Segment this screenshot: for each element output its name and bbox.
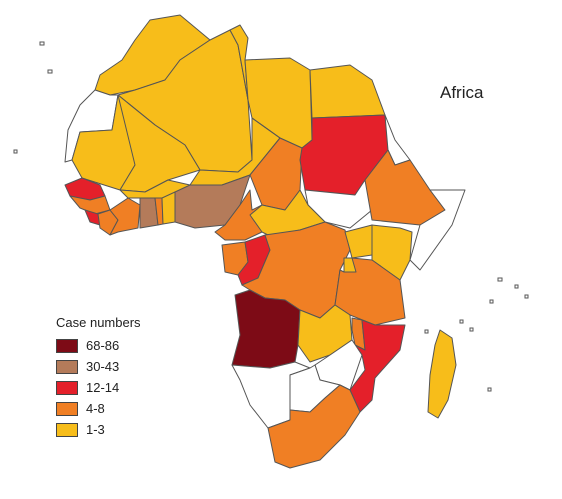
island-outline: [489, 299, 494, 304]
legend-item: 12-14: [56, 377, 141, 398]
island-outline: [424, 329, 429, 334]
legend-item: 30-43: [56, 356, 141, 377]
legend-swatch: [56, 401, 78, 416]
region-somalia: [409, 189, 466, 271]
legend-item: 4-8: [56, 398, 141, 419]
legend: Case numbers 68-86 30-43 12-14 4-8 1-3: [56, 315, 141, 440]
region-morocco: [94, 14, 211, 96]
legend-swatch: [56, 422, 78, 437]
island-outline: [497, 277, 503, 282]
region-south-africa: [267, 384, 361, 469]
region-madagascar: [427, 329, 457, 419]
region-kenya: [371, 224, 413, 281]
island-outline: [459, 319, 464, 324]
legend-swatch: [56, 359, 78, 374]
legend-label: 1-3: [86, 422, 105, 437]
legend-label: 4-8: [86, 401, 105, 416]
legend-label: 68-86: [86, 338, 120, 353]
legend-item: 1-3: [56, 419, 141, 440]
island-outline: [514, 284, 519, 289]
legend-title: Case numbers: [56, 315, 141, 330]
island-outline: [47, 69, 53, 74]
legend-swatch: [56, 380, 78, 395]
island-outline: [487, 387, 492, 392]
legend-item: 68-86: [56, 335, 141, 356]
region-uganda: [344, 224, 373, 259]
legend-label: 30-43: [86, 359, 120, 374]
island-outline: [39, 41, 45, 46]
region-ivory-coast: [109, 197, 141, 236]
legend-swatch: [56, 338, 78, 353]
region-benin: [161, 191, 176, 225]
island-outline: [13, 149, 18, 154]
region-central-african-republic: [249, 189, 326, 237]
map-title: Africa: [440, 83, 484, 102]
island-outline: [469, 327, 474, 332]
region-egypt: [309, 64, 386, 119]
legend-label: 12-14: [86, 380, 120, 395]
island-outline: [524, 294, 529, 299]
